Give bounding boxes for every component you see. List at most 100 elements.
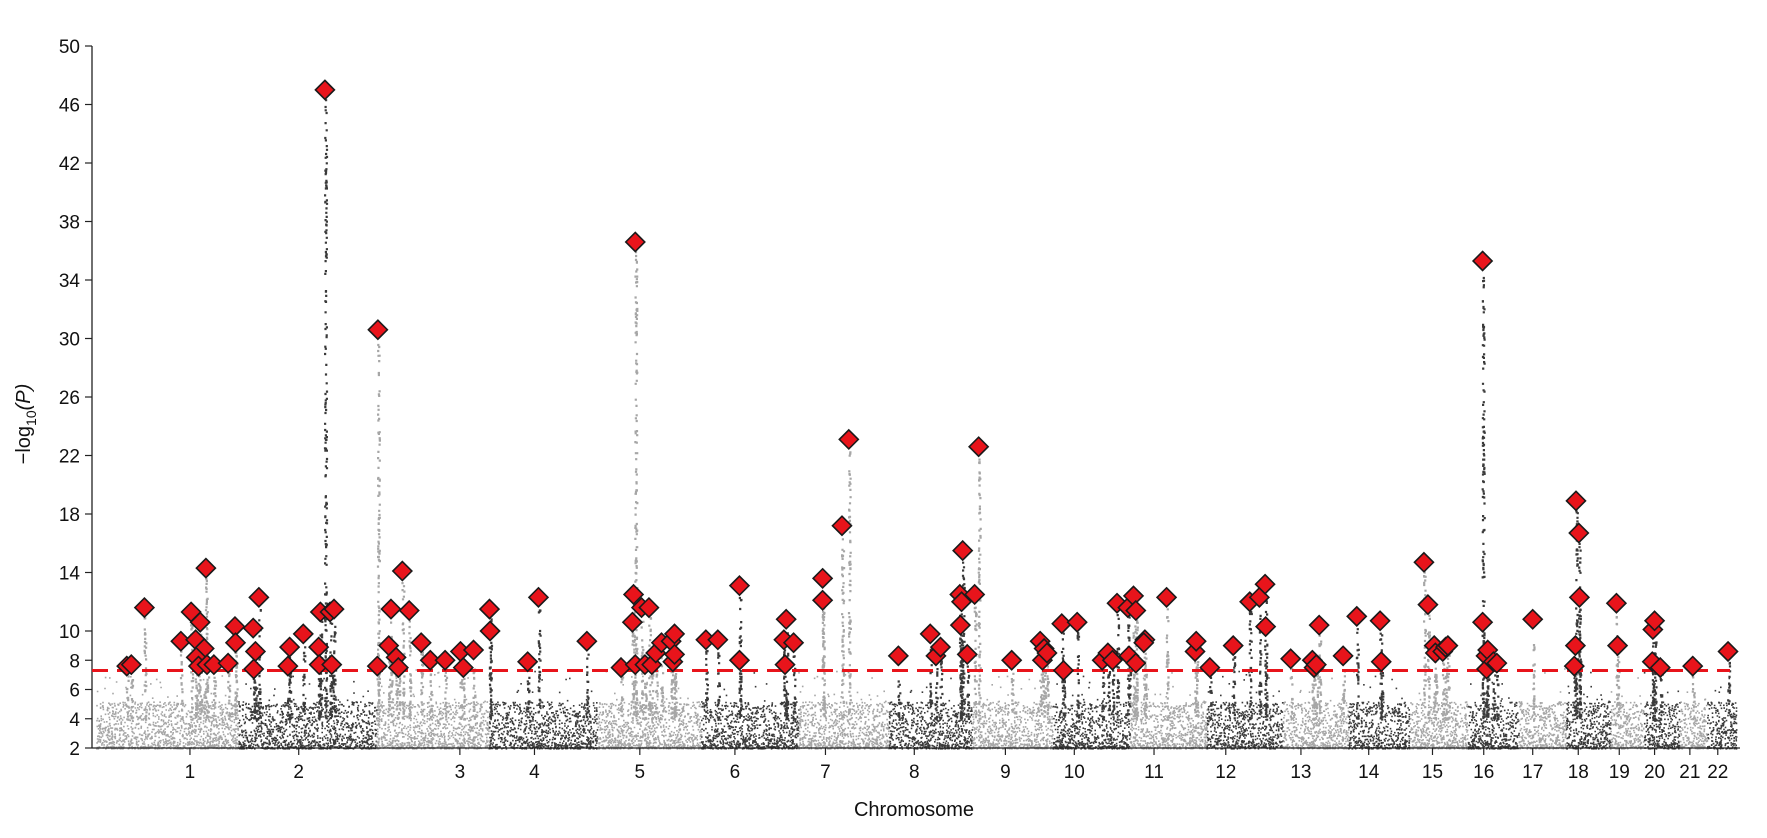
lead-variant-diamond bbox=[1222, 634, 1244, 657]
chromosome-points-21 bbox=[1679, 691, 1709, 750]
peak-column bbox=[648, 617, 653, 716]
lead-variant-diamond bbox=[1437, 634, 1459, 657]
lead-variant-diamond bbox=[387, 656, 410, 679]
peak-column bbox=[204, 578, 209, 721]
x-axis-title: Chromosome bbox=[854, 799, 974, 821]
lead-variant-diamond bbox=[728, 649, 751, 671]
peak-column bbox=[537, 609, 542, 714]
lead-variant-diamond bbox=[1125, 599, 1147, 622]
chromosome-points-1 bbox=[96, 675, 240, 750]
peak-column bbox=[959, 634, 964, 720]
peak-column bbox=[1481, 276, 1486, 719]
peak-column bbox=[1433, 655, 1438, 720]
lead-variant-diamond bbox=[1155, 586, 1178, 608]
peak-column bbox=[1575, 509, 1580, 720]
lead-variant-diamond bbox=[638, 596, 660, 619]
y-tick-label: 46 bbox=[59, 96, 80, 117]
lead-variant-diamond bbox=[366, 655, 388, 677]
peak-column bbox=[195, 670, 200, 718]
peak-column bbox=[1578, 608, 1583, 719]
y-tick-label: 50 bbox=[59, 37, 80, 58]
peak-column bbox=[1577, 542, 1582, 720]
peak-column bbox=[420, 651, 425, 716]
peak-column bbox=[1043, 660, 1048, 718]
lead-variant-diamond bbox=[398, 599, 420, 622]
peak-column bbox=[1485, 678, 1490, 718]
peak-column bbox=[1264, 595, 1269, 721]
peak-column bbox=[1232, 656, 1237, 720]
lead-variant-diamond bbox=[1564, 634, 1587, 657]
lead-variant-diamond bbox=[1199, 656, 1221, 679]
x-tick-label: 10 bbox=[1064, 762, 1085, 783]
lead-variant-diamond bbox=[1332, 645, 1354, 667]
x-tick-label: 7 bbox=[820, 762, 831, 783]
peak-column bbox=[258, 609, 262, 720]
peak-column bbox=[821, 596, 826, 718]
peak-column bbox=[1126, 616, 1131, 716]
lead-variant-diamond bbox=[1052, 659, 1075, 682]
peak-column bbox=[1659, 677, 1664, 721]
chromosome-points-11 bbox=[1129, 668, 1208, 750]
peak-column bbox=[459, 664, 464, 720]
peak-column bbox=[408, 620, 413, 720]
lead-variant-diamond bbox=[1254, 573, 1276, 595]
lead-variant-diamond bbox=[243, 658, 265, 680]
y-tick-label: 38 bbox=[59, 213, 80, 234]
peak-column bbox=[1380, 672, 1385, 719]
peak-column bbox=[650, 673, 655, 721]
peak-column bbox=[738, 672, 743, 719]
lead-variant-diamond bbox=[707, 629, 729, 651]
peak-column bbox=[1248, 610, 1253, 720]
peak-column bbox=[1165, 608, 1170, 721]
lead-variant-diamond bbox=[1308, 614, 1330, 636]
lead-variant-diamond bbox=[1133, 632, 1155, 654]
x-tick-label: 11 bbox=[1144, 762, 1164, 783]
lead-variant-diamond bbox=[462, 639, 485, 661]
lead-variant-diamond bbox=[811, 567, 834, 589]
y-tick-label: 8 bbox=[69, 651, 80, 672]
lead-variant-diamond bbox=[1563, 655, 1585, 677]
lead-variant-diamond bbox=[1486, 652, 1508, 674]
peak-column bbox=[1355, 628, 1360, 720]
peak-column bbox=[401, 582, 406, 720]
peak-column bbox=[526, 676, 531, 719]
peak-column bbox=[660, 653, 665, 721]
x-tick-label: 19 bbox=[1609, 762, 1630, 783]
lead-variant-diamond bbox=[242, 617, 264, 639]
peak-column bbox=[302, 646, 307, 713]
chromosome-points-4 bbox=[488, 670, 599, 750]
y-tick-label: 2 bbox=[69, 739, 80, 760]
chromosome-points-22 bbox=[1707, 677, 1738, 750]
chromosome-points-12 bbox=[1206, 669, 1284, 750]
lead-variant-diamond bbox=[1568, 586, 1591, 608]
peak-column bbox=[179, 650, 184, 721]
peak-column bbox=[1134, 683, 1139, 721]
y-tick-label: 42 bbox=[59, 154, 80, 175]
x-tick-label: 15 bbox=[1422, 762, 1443, 783]
x-tick-label: 21 bbox=[1679, 762, 1700, 783]
lead-variant-diamond bbox=[1682, 655, 1704, 677]
peak-column bbox=[197, 675, 202, 720]
lead-variant-diamond bbox=[1125, 652, 1147, 674]
peak-column bbox=[673, 665, 678, 716]
peak-column bbox=[782, 649, 787, 716]
x-tick-label: 2 bbox=[293, 762, 304, 783]
peak-column bbox=[323, 99, 329, 720]
peak-column bbox=[252, 679, 257, 714]
lead-variant-diamond bbox=[774, 654, 796, 676]
peak-column bbox=[1046, 665, 1050, 721]
x-tick-label: 20 bbox=[1644, 762, 1665, 783]
lead-variant-diamond bbox=[277, 655, 299, 677]
lead-variant-markers bbox=[116, 79, 1739, 682]
peak-column bbox=[387, 654, 392, 712]
lead-variant-diamond bbox=[323, 598, 345, 620]
peak-column bbox=[462, 677, 467, 721]
peak-column bbox=[395, 670, 400, 720]
lead-variant-diamond bbox=[314, 79, 336, 101]
peak-column bbox=[847, 451, 852, 715]
lead-variant-diamond bbox=[576, 630, 598, 652]
peak-column bbox=[1116, 614, 1121, 721]
chromosome-points-9 bbox=[971, 670, 1054, 750]
peak-column bbox=[206, 676, 211, 718]
peak-column bbox=[1289, 668, 1294, 720]
